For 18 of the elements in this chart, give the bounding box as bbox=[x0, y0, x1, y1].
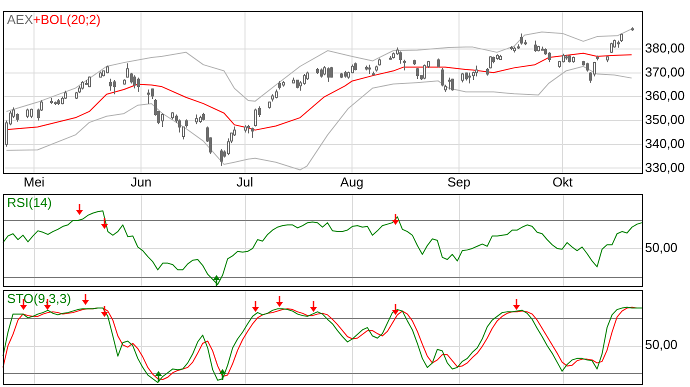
x-tick-label: Jul bbox=[236, 174, 254, 190]
y-tick-label: 350,00 bbox=[645, 112, 685, 128]
y-tick-label: 380,00 bbox=[645, 40, 685, 56]
series-label: RSI(14) bbox=[7, 195, 52, 210]
x-tick-label: Mei bbox=[24, 174, 45, 190]
text: AEX bbox=[7, 12, 34, 27]
text: 50,00 bbox=[645, 337, 678, 352]
text: 50,00 bbox=[645, 240, 678, 255]
series-label: STO(9,3,3) bbox=[7, 291, 72, 306]
x-tick-label: Okt bbox=[552, 174, 574, 190]
text: +BOL(20;2) bbox=[33, 12, 101, 27]
x-tick-label: Aug bbox=[340, 174, 364, 190]
y-tick-label: 340,00 bbox=[645, 136, 685, 151]
y-tick-label: 360,00 bbox=[645, 88, 685, 104]
y-tick-label: 330,00 bbox=[645, 160, 685, 175]
y-tick-label: 370,00 bbox=[645, 64, 685, 80]
x-tick-label: Jun bbox=[130, 174, 152, 190]
x-tick-label: Sep bbox=[447, 174, 471, 190]
